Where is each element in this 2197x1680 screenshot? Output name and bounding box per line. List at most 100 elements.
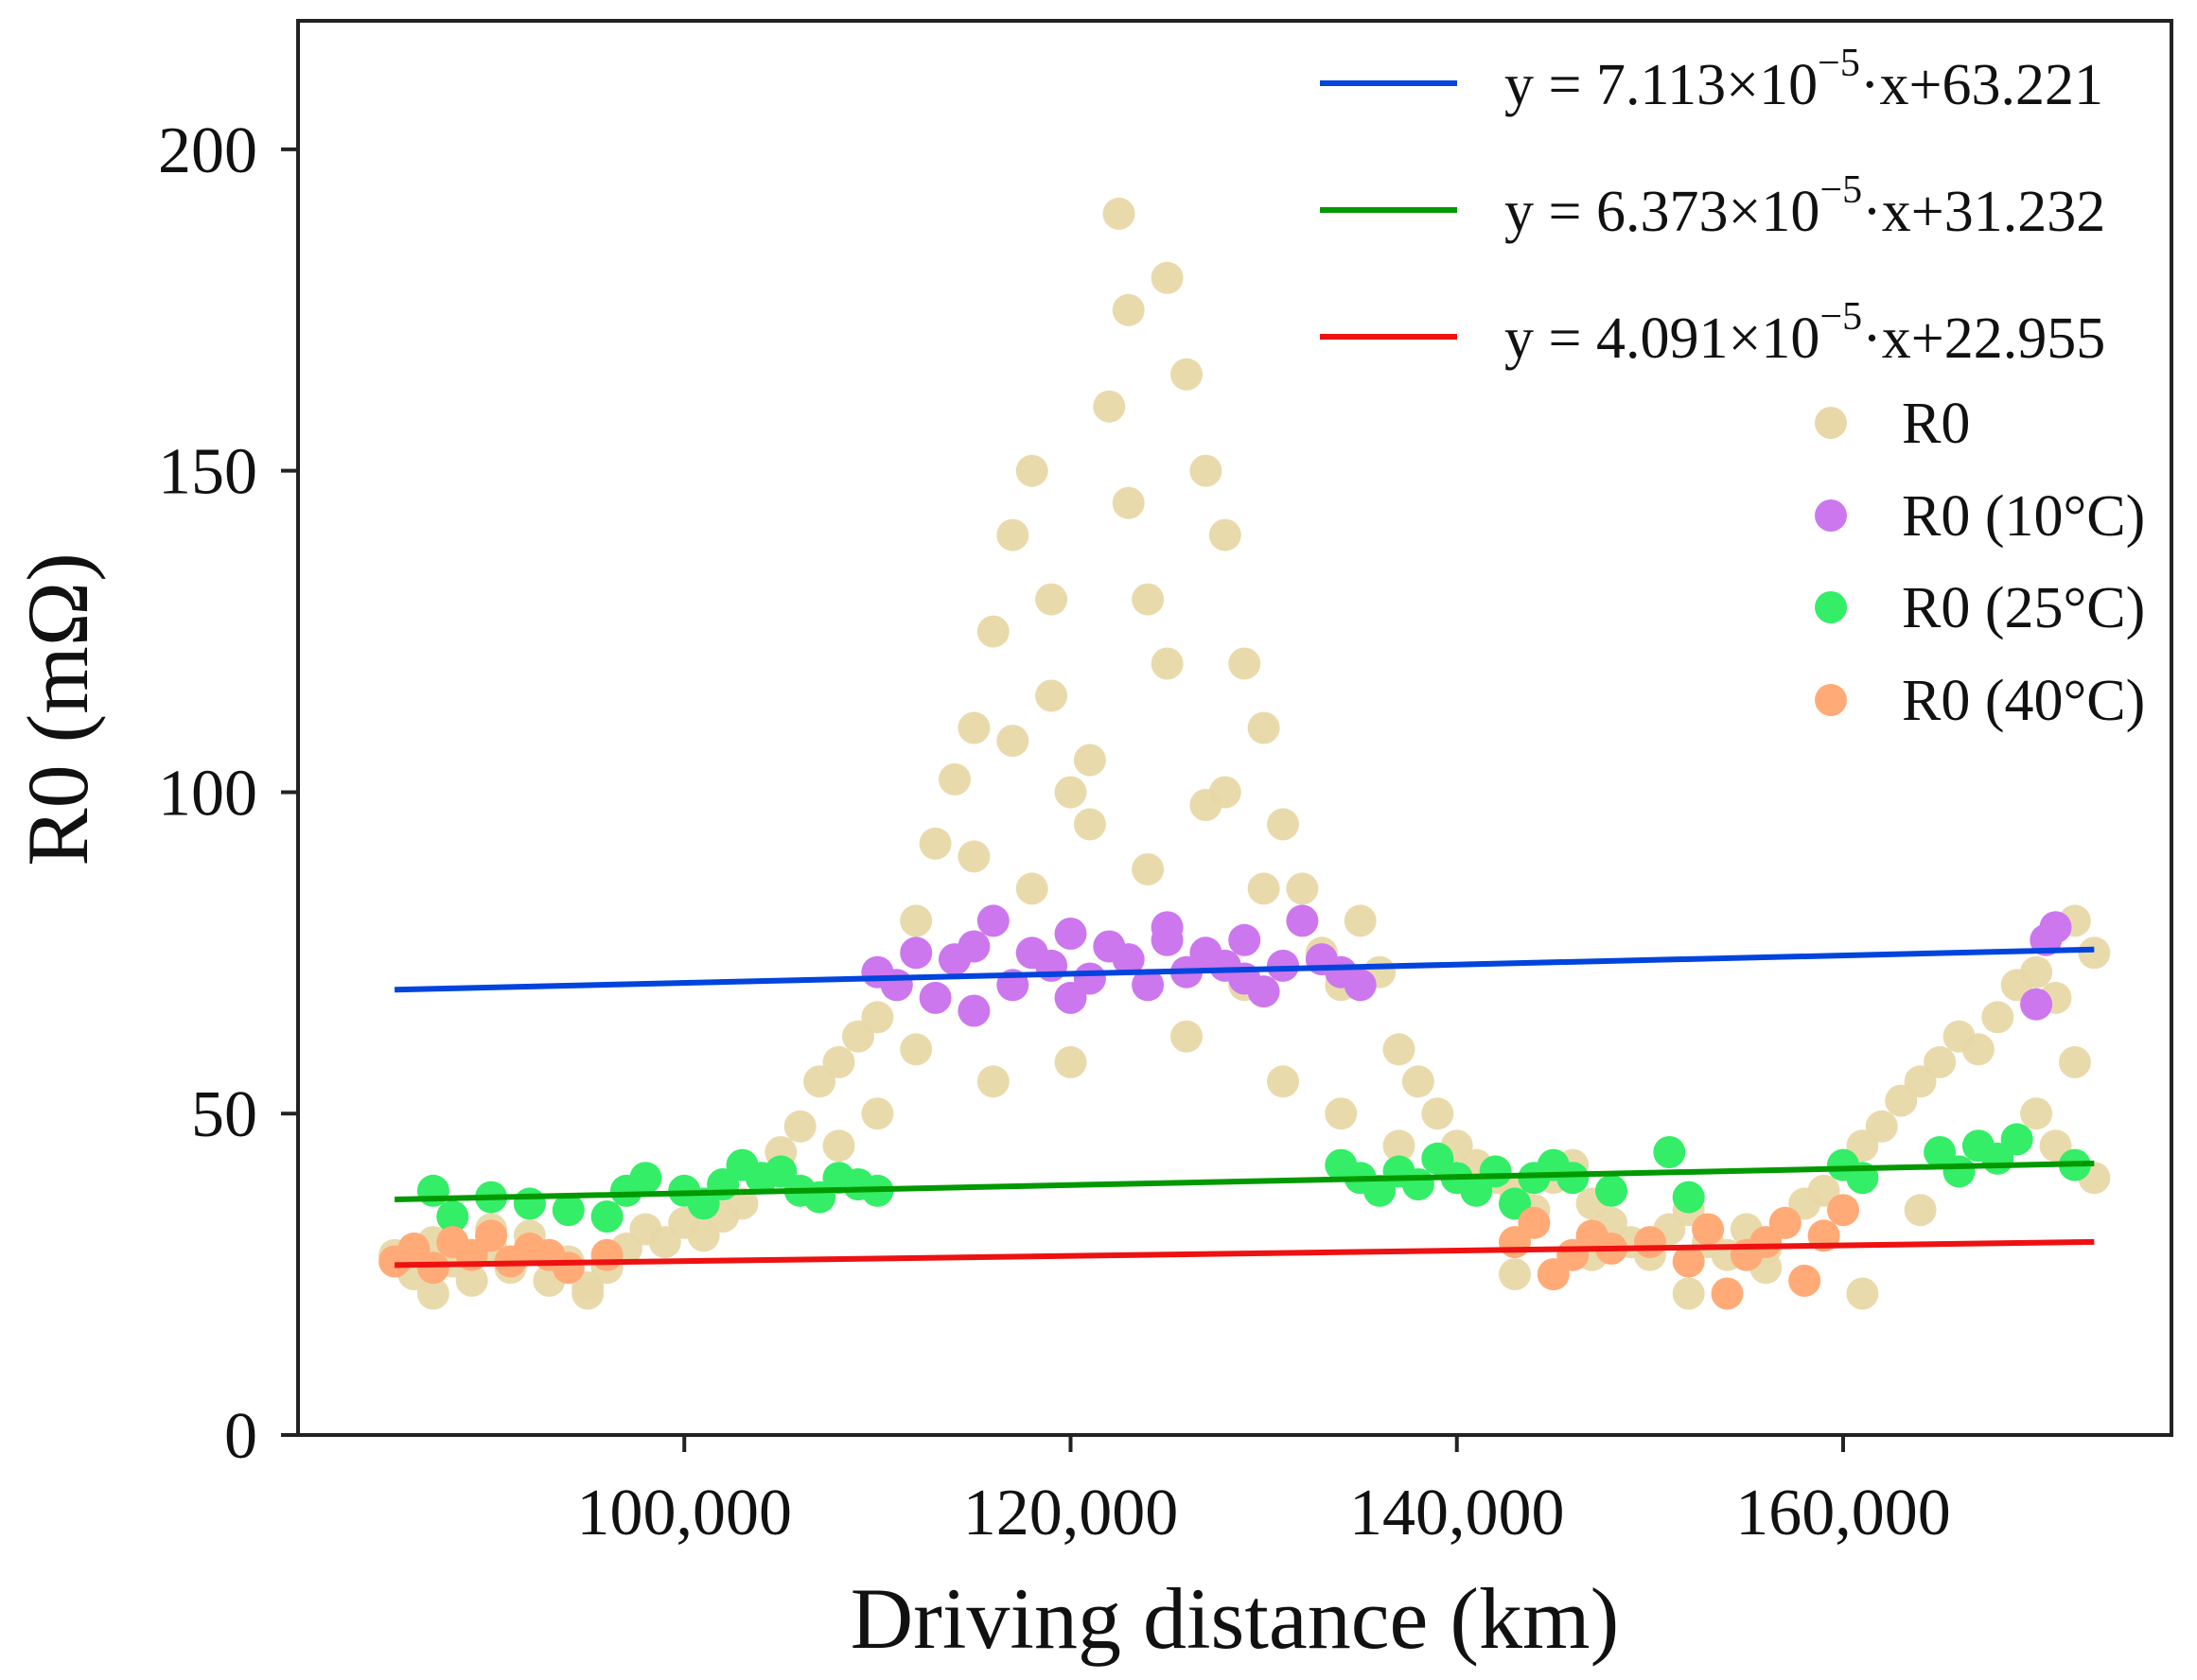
point-r0-40c-26 bbox=[1827, 1194, 1859, 1227]
point-r0-10c-22 bbox=[1286, 904, 1319, 937]
point-r0-25c-5 bbox=[590, 1200, 624, 1233]
point-r0-116 bbox=[1672, 1277, 1705, 1310]
point-r0-29 bbox=[939, 762, 971, 796]
fit-lines bbox=[394, 946, 2095, 1269]
point-r0-89 bbox=[2078, 936, 2111, 970]
x-axis-title: Driving distance (km) bbox=[851, 1570, 1619, 1667]
point-r0-97 bbox=[976, 1065, 1010, 1098]
point-r0-25c-38 bbox=[1942, 1155, 1976, 1188]
point-r0-55 bbox=[1421, 1097, 1454, 1130]
point-r0-30 bbox=[958, 711, 991, 744]
legend-marker-r0-40c bbox=[1815, 684, 1847, 716]
point-r0-10c-2 bbox=[900, 936, 933, 970]
point-r0-107 bbox=[1208, 776, 1241, 809]
point-r0-10c-28 bbox=[1151, 911, 1184, 944]
point-r0-35 bbox=[1054, 776, 1087, 809]
point-r0-120 bbox=[2020, 1097, 2053, 1130]
point-r0-108 bbox=[1112, 486, 1145, 519]
point-r0-118 bbox=[1846, 1277, 1879, 1310]
x-tick-label: 140,000 bbox=[1349, 1477, 1565, 1549]
point-r0-10c-32 bbox=[2039, 911, 2072, 944]
point-r0-25c-41 bbox=[2000, 1123, 2033, 1156]
point-r0-48 bbox=[1286, 872, 1319, 905]
point-r0-28 bbox=[919, 827, 952, 860]
point-r0-10c-13 bbox=[1112, 943, 1145, 976]
point-r0-119 bbox=[1904, 1194, 1937, 1227]
point-r0-122 bbox=[2058, 1045, 2091, 1078]
point-r0-27 bbox=[900, 904, 933, 937]
point-r0-106 bbox=[1035, 583, 1068, 616]
point-r0-37 bbox=[1093, 390, 1126, 423]
point-r0-10c-20 bbox=[1247, 975, 1280, 1008]
legend-label-r0: R0 bbox=[1902, 392, 1970, 456]
legend-label-r0-10c: R0 (10°C) bbox=[1902, 484, 2145, 549]
point-r0-10c-30 bbox=[2020, 988, 2053, 1021]
axis-ticks: 100,000 120,000 140,000 160,000 0 50 100 150 200 bbox=[158, 114, 1951, 1549]
legend-fit-green: y = 6.373×10−5·x+31.232 bbox=[1504, 168, 2105, 244]
point-r0-81 bbox=[1924, 1045, 1957, 1078]
point-r0-54 bbox=[1401, 1065, 1434, 1098]
point-r0-25c-0 bbox=[416, 1174, 449, 1207]
point-r0-101 bbox=[1325, 1097, 1358, 1130]
point-r0-96 bbox=[900, 1033, 933, 1066]
point-r0-92 bbox=[1073, 808, 1106, 841]
point-r0-40c-2 bbox=[416, 1251, 449, 1285]
point-r0-98 bbox=[1054, 1045, 1087, 1078]
x-tick-label: 100,000 bbox=[576, 1477, 792, 1549]
point-r0-23 bbox=[822, 1045, 855, 1078]
point-r0-21 bbox=[783, 1110, 817, 1143]
point-r0-83 bbox=[1961, 1033, 1995, 1066]
point-r0-25c-3 bbox=[513, 1187, 546, 1220]
point-r0-105 bbox=[1151, 647, 1184, 680]
point-r0-32 bbox=[996, 518, 1029, 551]
point-r0-31 bbox=[976, 615, 1010, 648]
point-r0-47 bbox=[1267, 808, 1299, 841]
point-r0-25c-4 bbox=[552, 1194, 585, 1227]
point-r0-25 bbox=[861, 1001, 894, 1034]
point-r0-51 bbox=[1344, 904, 1377, 937]
legend-marker-r0 bbox=[1815, 407, 1847, 439]
point-r0-40 bbox=[1132, 583, 1165, 616]
point-r0-40c-20 bbox=[1711, 1277, 1744, 1310]
point-r0-10c-1 bbox=[880, 969, 913, 1002]
point-r0-40c-12 bbox=[1518, 1206, 1551, 1239]
point-r0-40c-19 bbox=[1692, 1213, 1725, 1246]
point-r0-84 bbox=[1981, 1001, 2014, 1034]
point-r0-109 bbox=[996, 725, 1029, 758]
legend-fit-red: y = 4.091×10−5·x+22.955 bbox=[1504, 295, 2105, 371]
point-r0-25c-1 bbox=[436, 1200, 469, 1233]
point-r0-10c-14 bbox=[1132, 969, 1165, 1002]
point-r0-40c-23 bbox=[1768, 1206, 1802, 1239]
point-r0-104 bbox=[822, 1129, 855, 1163]
point-r0-10c-3 bbox=[919, 981, 952, 1014]
point-r0-33 bbox=[1015, 454, 1048, 487]
point-r0-40c-9 bbox=[552, 1251, 585, 1285]
y-tick-label: 200 bbox=[158, 114, 257, 187]
point-r0-78 bbox=[1865, 1110, 1898, 1143]
point-r0-25c-23 bbox=[1401, 1168, 1434, 1200]
x-tick-label: 160,000 bbox=[1735, 1477, 1951, 1549]
y-tick-label: 50 bbox=[191, 1078, 257, 1151]
point-r0-10c-27 bbox=[1054, 981, 1087, 1014]
legend: y = 7.113×10−5·x+63.221 y = 6.373×10−5·x… bbox=[1320, 42, 2145, 733]
point-r0-25c-33 bbox=[1653, 1136, 1686, 1168]
point-r0-99 bbox=[1170, 1020, 1203, 1053]
point-r0-45 bbox=[1228, 647, 1261, 680]
point-r0-10c-29 bbox=[1228, 923, 1261, 956]
y-axis-title: R0 (mΩ) bbox=[9, 552, 106, 866]
point-r0-10c-21 bbox=[1267, 949, 1299, 982]
point-r0-40c-5 bbox=[475, 1219, 508, 1252]
point-r0-10c-5 bbox=[958, 930, 991, 963]
point-r0-100 bbox=[1267, 1065, 1299, 1098]
y-tick-label: 150 bbox=[158, 436, 257, 509]
point-r0-44 bbox=[1208, 518, 1241, 551]
fit-line-green bbox=[394, 1160, 2095, 1202]
point-r0-38 bbox=[1102, 197, 1135, 230]
point-r0-36 bbox=[1073, 744, 1106, 777]
point-r0-10c-26 bbox=[958, 994, 991, 1027]
point-r0-40c-18 bbox=[1672, 1245, 1705, 1278]
point-r0-43 bbox=[1189, 454, 1222, 487]
point-r0-95 bbox=[1247, 872, 1280, 905]
